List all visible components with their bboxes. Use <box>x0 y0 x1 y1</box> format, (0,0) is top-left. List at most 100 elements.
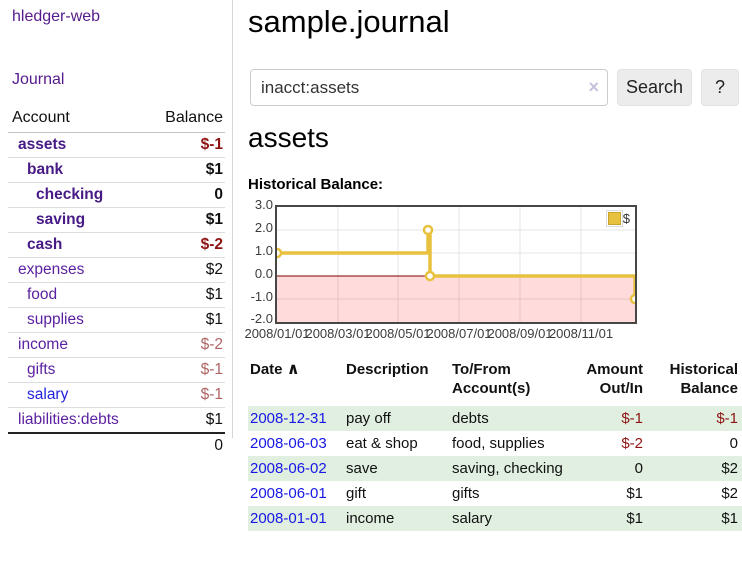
chart-legend: $ <box>605 210 630 227</box>
transaction-description: save <box>346 460 378 477</box>
transaction-accounts: debts <box>452 410 489 427</box>
chart-plot-area[interactable]: $ <box>275 205 637 324</box>
clear-search-icon[interactable]: × <box>588 77 599 97</box>
historical-balance-chart: 3.0 2.0 1.0 0.0 -1.0 -2.0 <box>244 197 742 346</box>
transaction-date-link[interactable]: 2008-12-31 <box>250 410 327 427</box>
y-tick-label: -2.0 <box>250 311 273 326</box>
register-table-header: Date ∧ Description To/From Account(s) Am… <box>248 356 742 406</box>
search-form: × Search ? <box>250 69 742 106</box>
transaction-date-link[interactable]: 2008-06-01 <box>250 485 327 502</box>
y-tick-label: 3.0 <box>254 197 273 212</box>
transaction-date-link[interactable]: 2008-01-01 <box>250 510 327 527</box>
transaction-balance: 0 <box>729 435 738 452</box>
account-balance: $1 <box>145 282 225 308</box>
account-balance: $-1 <box>145 132 225 158</box>
account-link-assets[interactable]: assets <box>18 136 67 153</box>
data-point-markers <box>277 224 635 305</box>
x-tick-label: 2008/01/01 <box>244 326 310 341</box>
transaction-row: 2008-06-02 save saving, checking 0 $2 <box>248 456 742 481</box>
transaction-row: 2008-06-01 gift gifts $1 $2 <box>248 481 742 506</box>
accounts-total-row: 0 <box>8 432 225 458</box>
transaction-amount: $-2 <box>621 435 643 452</box>
transaction-amount: $1 <box>626 510 643 527</box>
account-link-saving[interactable]: saving <box>36 211 86 228</box>
main-content: sample.journal × Search ? assets Histori… <box>244 0 742 582</box>
account-column-header: Account <box>12 109 70 126</box>
account-link-supplies[interactable]: supplies <box>27 311 84 328</box>
sidebar: hledger-web Journal Account Balance asse… <box>0 0 233 458</box>
x-tick-label: 2008/07/01 <box>426 326 492 341</box>
account-link-bank[interactable]: bank <box>27 161 64 178</box>
account-heading: assets <box>248 122 329 153</box>
transaction-description: eat & shop <box>346 435 418 452</box>
account-row-bank: bank $1 <box>8 157 225 183</box>
account-link-food[interactable]: food <box>27 286 58 303</box>
account-balance: $1 <box>145 157 225 183</box>
x-tick-label: 2008/05/01 <box>365 326 431 341</box>
account-row-expenses: expenses $2 <box>8 257 225 283</box>
account-row-cash: cash $-2 <box>8 232 225 258</box>
account-link-expenses[interactable]: expenses <box>18 261 85 278</box>
account-balance: $2 <box>145 257 225 283</box>
account-link-salary[interactable]: salary <box>27 386 69 403</box>
x-tick-label: 2008/03/01 <box>305 326 371 341</box>
account-balance: $1 <box>145 407 225 433</box>
sort-ascending-icon: ∧ <box>286 361 300 378</box>
chart-title: Historical Balance: <box>248 176 384 193</box>
account-row-income: income $-2 <box>8 332 225 358</box>
account-row-assets: assets $-1 <box>8 132 225 158</box>
transaction-amount: 0 <box>634 460 643 477</box>
account-row-checking: checking 0 <box>8 182 225 208</box>
balance-column-header: Historical Balance <box>669 361 738 397</box>
transaction-balance: $-1 <box>716 410 738 427</box>
account-link-cash[interactable]: cash <box>27 236 63 253</box>
app-title-link[interactable]: hledger-web <box>12 8 101 25</box>
x-tick-label: 2008/11/01 <box>548 326 614 341</box>
accounts-total-value: 0 <box>145 432 225 458</box>
search-input[interactable] <box>250 69 608 106</box>
account-balance: $1 <box>145 307 225 333</box>
accounts-column-header: To/From Account(s) <box>452 361 531 397</box>
page-title: sample.journal <box>248 4 450 39</box>
transaction-amount: $-1 <box>621 410 643 427</box>
y-tick-label: 0.0 <box>254 266 273 281</box>
transaction-accounts: saving, checking <box>452 460 563 477</box>
transaction-accounts: food, supplies <box>452 435 545 452</box>
account-row-gifts: gifts $-1 <box>8 357 225 383</box>
date-column-header[interactable]: Date ∧ <box>250 361 300 378</box>
legend-label: $ <box>622 211 630 226</box>
transaction-date-link[interactable]: 2008-06-02 <box>250 460 327 477</box>
chart-canvas <box>277 207 635 322</box>
account-row-saving: saving $1 <box>8 207 225 233</box>
transaction-balance: $2 <box>721 460 738 477</box>
register-table: Date ∧ Description To/From Account(s) Am… <box>248 356 742 531</box>
account-row-salary: salary $-1 <box>8 382 225 408</box>
transaction-accounts: gifts <box>452 485 480 502</box>
transaction-accounts: salary <box>452 510 493 527</box>
account-row-food: food $1 <box>8 282 225 308</box>
account-balance: $-2 <box>145 332 225 358</box>
y-tick-label: 2.0 <box>254 220 273 235</box>
account-link-liabilities-debts[interactable]: liabilities:debts <box>18 411 119 428</box>
transaction-date-link[interactable]: 2008-06-03 <box>250 435 327 452</box>
balance-column-header: Balance <box>165 109 223 126</box>
accounts-table-header: Account Balance <box>8 106 225 133</box>
x-tick-label: 2008/09/01 <box>487 326 553 341</box>
transaction-description: income <box>346 510 395 527</box>
account-balance: $1 <box>145 207 225 233</box>
legend-swatch-icon <box>605 210 623 227</box>
account-row-supplies: supplies $1 <box>8 307 225 333</box>
search-button[interactable]: Search <box>617 69 692 106</box>
amount-column-header: Amount Out/In <box>586 361 643 397</box>
account-link-checking[interactable]: checking <box>36 186 104 203</box>
help-button[interactable]: ? <box>701 69 739 106</box>
sidebar-item-journal[interactable]: Journal <box>12 71 65 88</box>
account-balance: $-1 <box>145 382 225 408</box>
account-link-gifts[interactable]: gifts <box>27 361 56 378</box>
transaction-row: 2008-06-03 eat & shop food, supplies $-2… <box>248 431 742 456</box>
account-balance: 0 <box>145 182 225 208</box>
account-balance: $-1 <box>145 357 225 383</box>
transaction-row: 2008-12-31 pay off debts $-1 $-1 <box>248 406 742 431</box>
account-balance: $-2 <box>145 232 225 258</box>
account-link-income[interactable]: income <box>18 336 68 353</box>
